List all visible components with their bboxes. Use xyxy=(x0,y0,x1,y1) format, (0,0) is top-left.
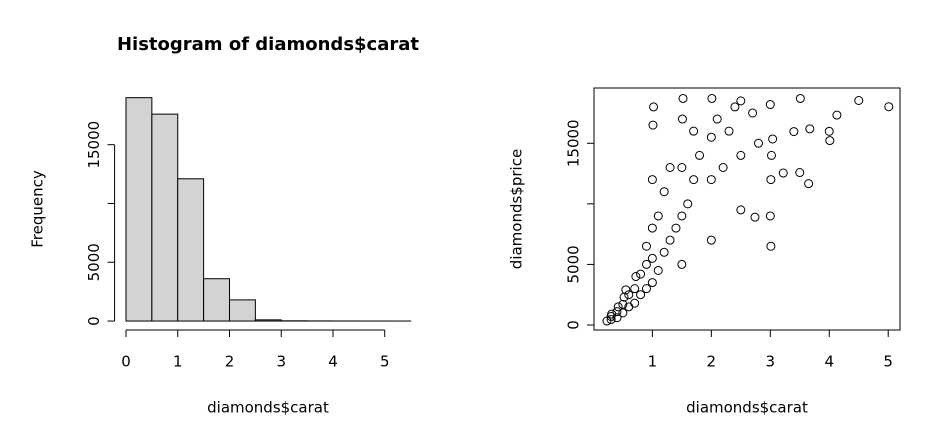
point xyxy=(689,126,699,136)
point xyxy=(647,253,657,263)
x-tick-label: 1 xyxy=(173,353,183,371)
point xyxy=(718,163,728,173)
bar xyxy=(254,319,282,322)
point xyxy=(677,114,687,124)
bar xyxy=(151,113,179,322)
point xyxy=(778,168,788,178)
point xyxy=(832,110,842,120)
point xyxy=(636,269,646,279)
point xyxy=(768,134,778,144)
point xyxy=(677,211,687,221)
point xyxy=(641,241,651,251)
x-tick-label: 2 xyxy=(225,353,235,371)
point xyxy=(683,199,693,209)
point xyxy=(649,102,659,112)
point xyxy=(730,102,740,112)
point xyxy=(648,120,658,130)
point xyxy=(653,211,663,221)
point xyxy=(659,247,669,257)
point xyxy=(636,290,646,300)
point xyxy=(706,175,716,185)
y-tick-label: 15000 xyxy=(565,119,583,167)
point xyxy=(766,150,776,160)
point xyxy=(647,278,657,288)
y-axis-label: Frequency xyxy=(29,170,47,248)
y-axis-label: diamonds$price xyxy=(508,149,526,269)
point xyxy=(795,93,805,103)
point xyxy=(647,223,657,233)
x-tick-label: 0 xyxy=(121,353,131,371)
point xyxy=(766,241,776,251)
bar xyxy=(177,178,205,322)
point xyxy=(619,292,629,302)
point xyxy=(695,150,705,160)
point xyxy=(795,168,805,178)
point xyxy=(805,124,815,134)
point xyxy=(613,302,623,312)
point xyxy=(712,114,722,124)
point xyxy=(854,96,864,106)
point xyxy=(689,175,699,185)
plot-box xyxy=(593,87,901,331)
point xyxy=(647,175,657,185)
point xyxy=(765,100,775,110)
x-axis-label: diamonds$carat xyxy=(686,399,808,417)
point xyxy=(659,187,669,197)
x-tick-label: 2 xyxy=(707,353,717,371)
y-tick-label: 5000 xyxy=(85,243,103,281)
point xyxy=(736,150,746,160)
x-tick-label: 4 xyxy=(824,353,834,371)
point xyxy=(630,284,640,294)
point xyxy=(750,212,760,222)
point xyxy=(606,315,616,325)
point xyxy=(621,285,631,295)
point xyxy=(641,284,651,294)
point xyxy=(736,96,746,106)
x-tick-label: 4 xyxy=(328,353,338,371)
x-tick-label: 3 xyxy=(276,353,286,371)
point xyxy=(766,175,776,185)
point xyxy=(677,163,687,173)
point xyxy=(707,93,717,103)
point xyxy=(706,235,716,245)
point xyxy=(612,313,622,323)
point xyxy=(824,126,834,136)
point xyxy=(765,211,775,221)
point xyxy=(753,138,763,148)
y-tick-label: 15000 xyxy=(85,121,103,169)
point xyxy=(631,272,641,282)
point xyxy=(748,108,758,118)
point xyxy=(665,235,675,245)
y-tick-label: 0 xyxy=(565,320,583,330)
point xyxy=(612,307,622,317)
point xyxy=(789,127,799,137)
point xyxy=(884,102,894,112)
bar xyxy=(228,299,256,322)
y-tick-label: 5000 xyxy=(565,245,583,283)
point xyxy=(641,259,651,269)
bar xyxy=(203,278,230,322)
point xyxy=(624,290,634,300)
point xyxy=(618,299,628,309)
point xyxy=(677,259,687,269)
x-tick-label: 5 xyxy=(380,353,390,371)
point xyxy=(724,126,734,136)
point xyxy=(736,205,746,215)
y-tick-label: 0 xyxy=(85,316,103,326)
x-tick-label: 3 xyxy=(766,353,776,371)
point xyxy=(671,223,681,233)
x-axis-label: diamonds$carat xyxy=(207,399,329,417)
x-tick-label: 1 xyxy=(648,353,658,371)
point xyxy=(706,132,716,142)
point xyxy=(804,179,814,189)
point xyxy=(630,298,640,308)
x-tick-label: 5 xyxy=(883,353,893,371)
point xyxy=(825,136,835,146)
point xyxy=(678,93,688,103)
chart-title: Histogram of diamonds$carat xyxy=(117,34,419,55)
point xyxy=(653,265,663,275)
point xyxy=(665,163,675,173)
bar xyxy=(125,97,153,322)
